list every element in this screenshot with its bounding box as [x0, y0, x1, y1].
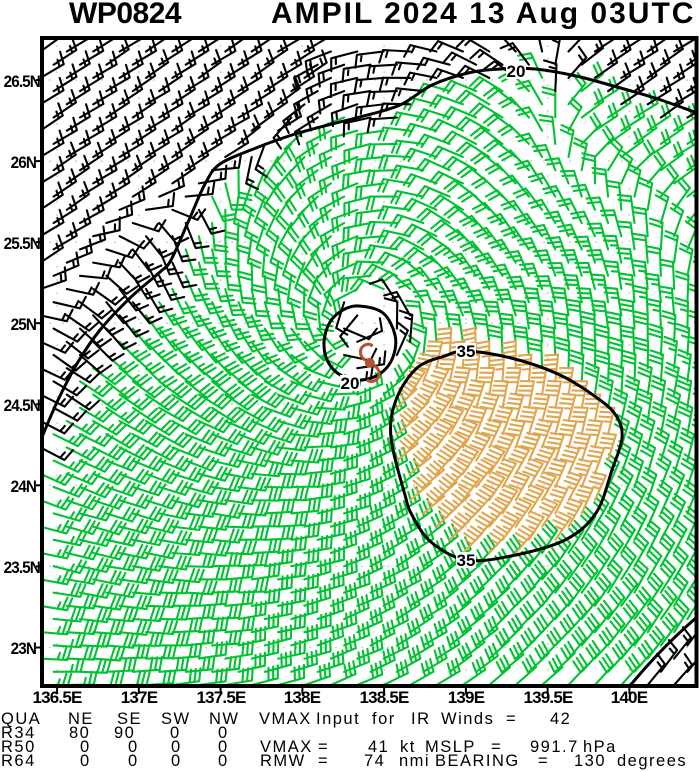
svg-text:20: 20	[341, 374, 360, 393]
svg-text:20: 20	[507, 62, 526, 81]
svg-text:35: 35	[457, 551, 476, 570]
svg-text:35: 35	[457, 342, 476, 361]
